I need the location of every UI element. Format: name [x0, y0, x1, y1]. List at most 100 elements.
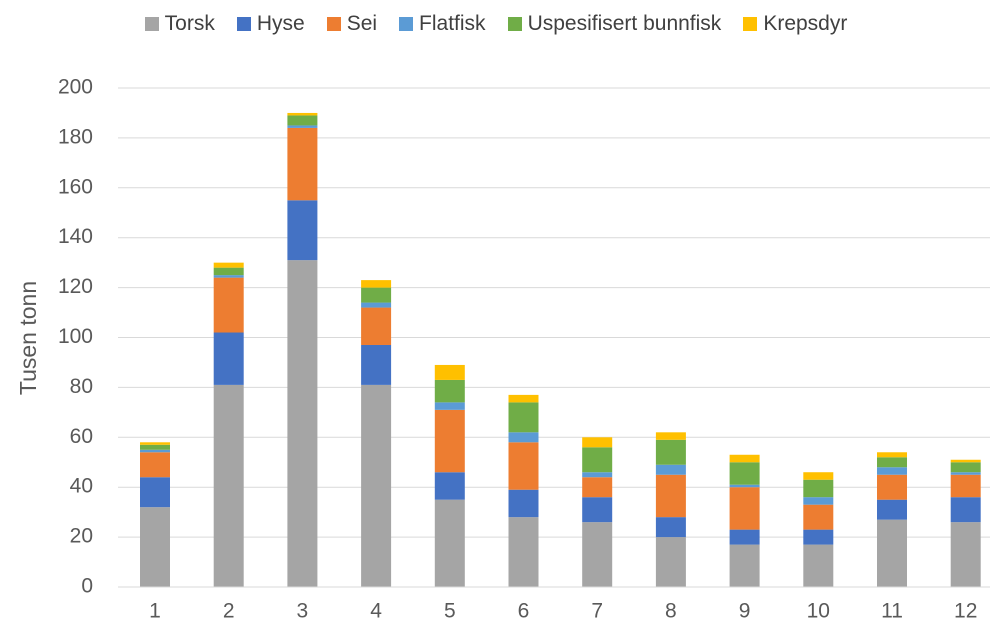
bar-segment	[655, 517, 686, 538]
x-tick-label: 8	[665, 600, 677, 623]
x-tick-label: 4	[370, 600, 382, 623]
x-tick-label: 5	[444, 600, 456, 623]
legend-label: Krepsdyr	[763, 12, 848, 35]
x-tick-label: 3	[297, 600, 309, 623]
bar-segment	[655, 537, 686, 587]
bar-segment	[729, 544, 760, 587]
bar-segment	[140, 507, 170, 587]
bar-segment	[287, 260, 318, 587]
y-tick-label: 200	[58, 76, 93, 99]
bar-segment	[950, 497, 981, 523]
bar-segment	[803, 529, 834, 545]
bar-segment	[213, 384, 244, 587]
bar-segment	[729, 487, 760, 530]
bar-segment	[950, 462, 981, 473]
y-tick-label: 100	[58, 325, 93, 348]
bar-segment	[655, 439, 686, 465]
bar-segment	[582, 447, 613, 473]
bar-segment	[508, 394, 539, 403]
bar-segment	[803, 472, 834, 480]
bar-segment	[213, 277, 244, 333]
x-tick-label: 1	[149, 600, 161, 623]
legend-label: Uspesifisert bunnfisk	[527, 12, 722, 35]
bar-segment	[582, 477, 613, 498]
bar-segment	[877, 467, 907, 475]
bar-segment	[140, 449, 170, 453]
bar-segment	[434, 409, 465, 473]
bar-segment	[361, 287, 392, 303]
y-tick-label: 40	[70, 475, 93, 498]
bar-segment	[213, 332, 244, 385]
bar-segment	[508, 432, 539, 443]
bar-segment	[213, 275, 244, 278]
legend-label: Hyse	[256, 12, 305, 35]
bar-segment	[287, 125, 318, 128]
y-tick-label: 160	[58, 175, 93, 198]
x-tick-label: 10	[807, 600, 830, 623]
legend-swatch	[399, 17, 414, 31]
y-tick-label: 0	[81, 575, 93, 598]
bar-segment	[361, 384, 392, 587]
bar-segment	[950, 472, 981, 475]
y-tick-label: 180	[58, 125, 93, 148]
bar-segment	[582, 522, 613, 587]
bar-segment	[582, 472, 613, 478]
y-tick-label: 20	[70, 525, 93, 548]
bar-segment	[877, 457, 907, 468]
bar-segment	[287, 200, 318, 261]
bar-segment	[729, 462, 760, 485]
legend-item: Torsk	[144, 12, 215, 36]
bar-segment	[950, 474, 981, 498]
bar-segment	[803, 479, 834, 498]
legend-item: Uspesifisert bunnfisk	[507, 12, 722, 36]
legend-item: Sei	[326, 12, 377, 36]
bar-segment	[140, 452, 170, 478]
legend-swatch	[326, 17, 341, 31]
bar-segment	[434, 402, 465, 410]
legend-swatch	[507, 17, 522, 31]
bar-segment	[803, 497, 834, 505]
x-tick-label: 12	[954, 600, 977, 623]
y-tick-label: 140	[58, 225, 93, 248]
bar-segment	[140, 477, 170, 508]
x-tick-label: 6	[518, 600, 530, 623]
bar-segment	[803, 504, 834, 530]
legend-item: Hyse	[236, 12, 305, 36]
legend-item: Krepsdyr	[743, 12, 847, 36]
bar-segment	[361, 280, 392, 288]
bar-segment	[434, 499, 465, 587]
bar-segment	[361, 344, 392, 385]
y-axis-label: Tusen tonn	[15, 281, 41, 395]
bar-segment	[877, 474, 907, 500]
bar-segment	[582, 437, 613, 448]
bar-segment	[729, 484, 760, 488]
legend-swatch	[144, 17, 159, 31]
x-tick-label: 9	[739, 600, 751, 623]
bar-segment	[140, 444, 170, 450]
bar-segment	[361, 307, 392, 345]
bar-segment	[213, 267, 244, 276]
bar-segment	[655, 464, 686, 475]
bar-segment	[287, 115, 318, 126]
bar-segment	[950, 459, 981, 463]
bar-segment	[877, 519, 907, 587]
legend-label: Torsk	[164, 12, 215, 35]
y-tick-label: 60	[70, 425, 93, 448]
bar-segment	[508, 489, 539, 518]
bar-segment	[213, 262, 244, 268]
bar-segment	[950, 522, 981, 587]
x-tick-label: 7	[591, 600, 603, 623]
bar-segment	[140, 442, 170, 445]
legend-swatch	[743, 17, 758, 31]
x-tick-label: 11	[881, 600, 903, 623]
bar-segment	[434, 364, 465, 380]
bar-segment	[729, 529, 760, 545]
bar-segment	[582, 497, 613, 523]
legend-swatch	[236, 17, 251, 31]
bar-segment	[508, 517, 539, 587]
bar-segment	[434, 379, 465, 403]
bar-segment	[287, 127, 318, 201]
bar-segment	[508, 402, 539, 433]
